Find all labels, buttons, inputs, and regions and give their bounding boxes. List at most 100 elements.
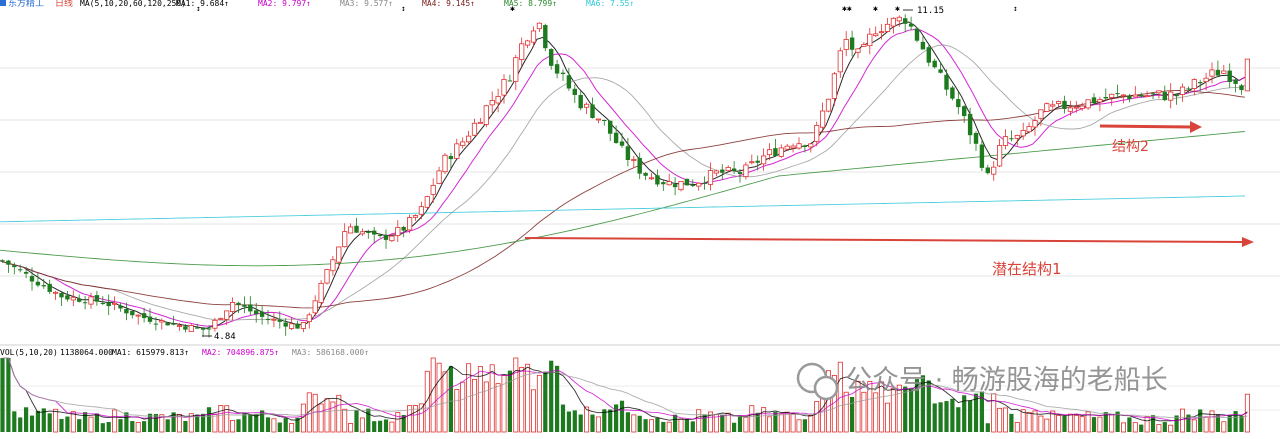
volume-bar-up xyxy=(1121,422,1127,433)
vol-header-value: MA2: 704896.875↑ xyxy=(202,348,279,357)
volume-bar-down xyxy=(118,419,123,432)
volume-bar-up xyxy=(896,384,902,433)
ma-header-value: MA2: 9.797↑ xyxy=(258,0,311,8)
volume-bar-down xyxy=(1127,417,1132,432)
candle-body-down xyxy=(206,328,212,330)
candle-body-down xyxy=(1127,95,1132,99)
candle-body-up xyxy=(389,235,395,242)
candle-body-up xyxy=(412,215,419,218)
volume-bar-down xyxy=(124,412,129,432)
volume-bar-down xyxy=(985,423,990,432)
structure1-arrowhead xyxy=(1242,237,1254,247)
candle-body-up xyxy=(442,154,448,173)
candle-body-up xyxy=(884,23,891,32)
volume-bar-up xyxy=(808,414,814,433)
watermark-text: 公众号 · 畅游股海的老船长 xyxy=(845,365,1168,396)
volume-bar-down xyxy=(732,422,737,432)
volume-bar-up xyxy=(176,413,182,433)
volume-bar-up xyxy=(1085,411,1091,433)
volume-bar-down xyxy=(248,414,253,432)
candle-body-down xyxy=(277,319,282,322)
candle-body-down xyxy=(625,146,631,160)
volume-bar-up xyxy=(88,416,94,433)
candle-body-up xyxy=(873,33,879,37)
volume-bar-up xyxy=(430,357,436,433)
volume-bar-up xyxy=(112,409,118,433)
volume-bar-down xyxy=(1239,415,1244,432)
candle-body-up xyxy=(1168,91,1174,101)
volume-bar-down xyxy=(578,414,583,432)
volume-bar-up xyxy=(678,418,684,433)
structure2-arrow xyxy=(1099,124,1193,129)
volume-bar-down xyxy=(507,370,512,432)
candle-body-down xyxy=(401,226,406,231)
candle-body-up xyxy=(879,31,885,34)
candle-body-down xyxy=(236,302,241,305)
candle-body-down xyxy=(578,94,583,109)
candle-body-up xyxy=(808,143,814,148)
volume-bar-up xyxy=(418,403,424,433)
volume-bar-up xyxy=(749,405,755,433)
ma-header-value: MA5: 8.799↑ xyxy=(504,0,557,8)
candle-body-up xyxy=(861,44,867,47)
candle-body-up xyxy=(471,122,478,136)
volume-bar-down xyxy=(655,417,660,432)
candle-body-down xyxy=(773,148,778,157)
structure2-arrowhead xyxy=(1190,121,1202,133)
candle-body-down xyxy=(967,113,973,136)
candle-body-down xyxy=(0,260,5,262)
candle-body-up xyxy=(991,166,997,175)
volume-bar-down xyxy=(236,419,241,432)
volume-bar-up xyxy=(348,423,354,433)
ma-line-10 xyxy=(0,28,1246,327)
volume-bar-up xyxy=(1067,413,1073,433)
volume-bar-down xyxy=(29,415,35,432)
volume-bar-down xyxy=(183,420,188,432)
candle-body-down xyxy=(944,74,949,90)
candle-body-up xyxy=(696,182,702,187)
vol-header-values: MA1: 615979.813↑ MA2: 704896.875↑ MA3: 586… xyxy=(112,348,369,357)
volume-bar-up xyxy=(70,411,76,433)
candle-body-up xyxy=(896,16,902,22)
candle-body-down xyxy=(47,283,52,292)
candle-body-down xyxy=(655,175,660,185)
volume-bar-down xyxy=(59,418,64,432)
volume-bar-down xyxy=(1162,422,1167,432)
volume-bar-down xyxy=(903,386,908,432)
candle-body-up xyxy=(112,302,118,305)
candle-body-up xyxy=(843,39,849,50)
vol-value: 1138064.000 xyxy=(60,348,113,357)
candle-body-up xyxy=(359,231,366,235)
volume-bar-up xyxy=(890,387,896,433)
volume-bar-down xyxy=(83,412,88,432)
candle-body-up xyxy=(342,231,348,248)
volume-bar-up xyxy=(395,412,401,433)
volume-ma-line-5 xyxy=(2,357,1248,422)
candle-body-down xyxy=(124,309,129,314)
candle-body-down xyxy=(962,106,967,117)
candle-body-down xyxy=(165,322,170,326)
volume-bar-down xyxy=(354,410,359,432)
volume-bar-down xyxy=(383,419,389,432)
candle-body-down xyxy=(171,323,176,325)
candle-body-down xyxy=(59,293,64,298)
candle-body-up xyxy=(424,196,430,208)
low-label: 4.84 xyxy=(214,332,236,342)
volume-bar-down xyxy=(1150,415,1156,432)
volume-bar-up xyxy=(1097,416,1103,433)
top-marker: ✱ xyxy=(873,4,878,13)
volume-bar-up xyxy=(873,392,879,433)
candle-body-down xyxy=(672,184,678,188)
candle-body-down xyxy=(448,156,454,160)
candle-body-up xyxy=(713,170,720,174)
volume-bar-down xyxy=(401,415,406,432)
volume-bar-up xyxy=(867,380,873,433)
volume-bar-down xyxy=(590,414,595,432)
volume-bar-up xyxy=(1209,410,1215,433)
volume-bar-up xyxy=(324,398,330,433)
candle-body-up xyxy=(229,302,236,312)
candle-body-down xyxy=(572,88,577,95)
volume-bar-down xyxy=(1233,411,1238,432)
volume-bar-up xyxy=(1073,415,1079,433)
